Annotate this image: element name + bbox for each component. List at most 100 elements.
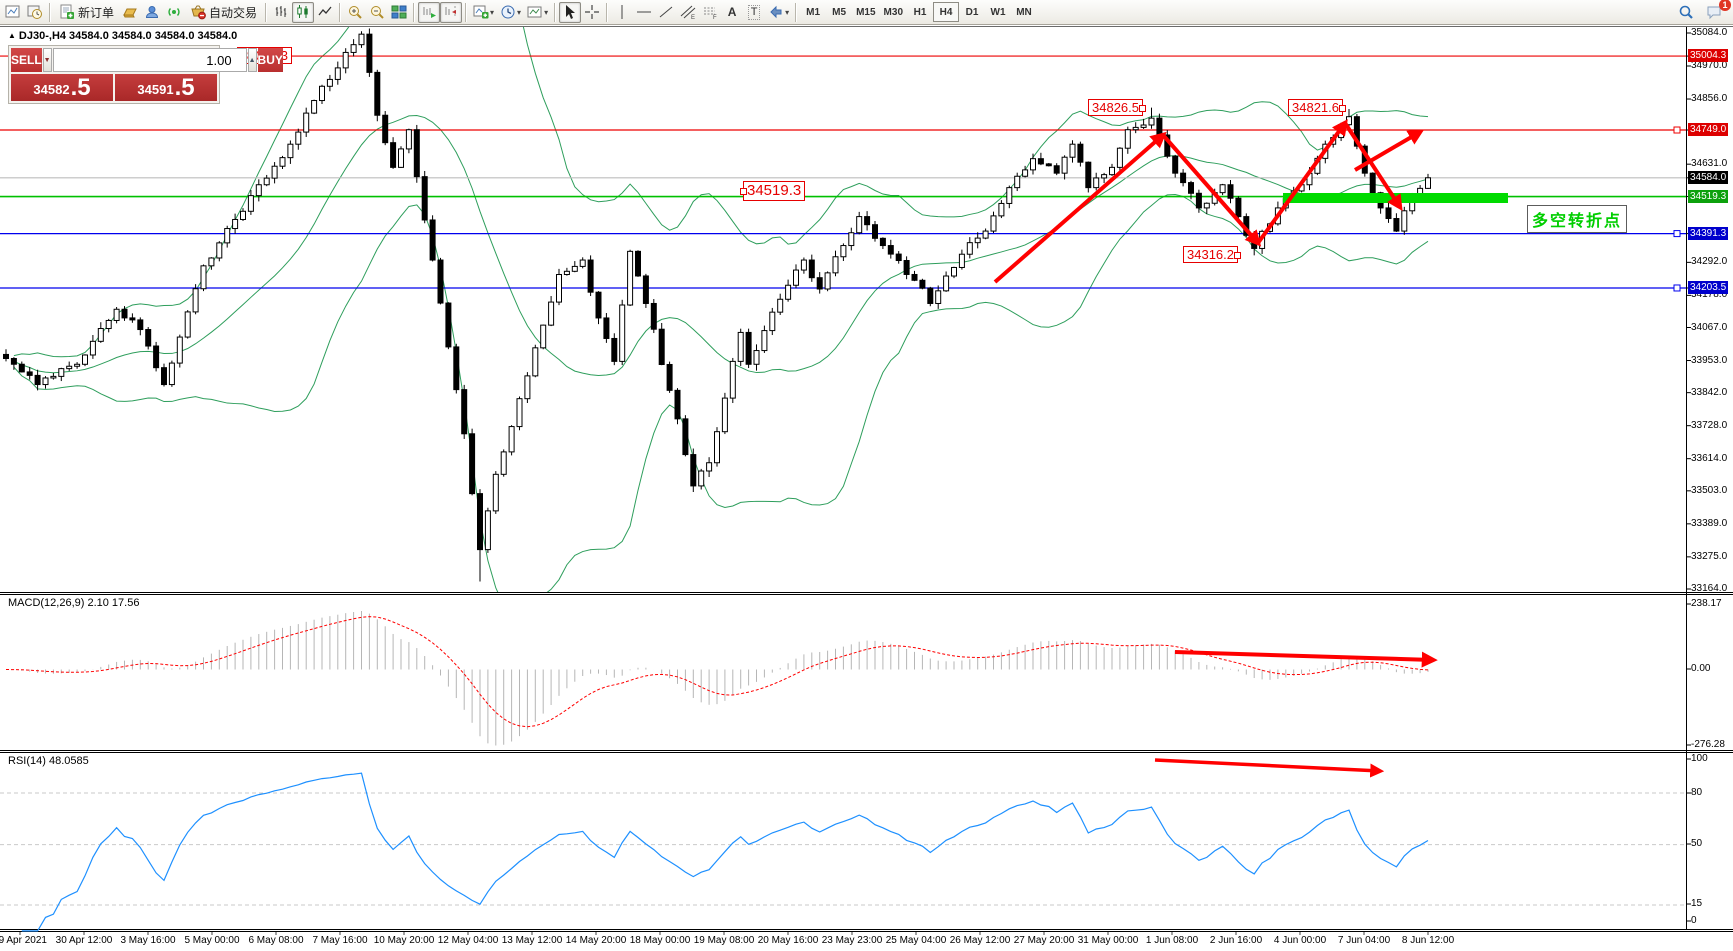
- notifications-button[interactable]: 1: [1703, 0, 1731, 23]
- time-label-13: 23 May 23:00: [821, 935, 883, 946]
- separator: [554, 2, 557, 22]
- time-label-11: 19 May 08:00: [693, 935, 755, 946]
- period-button[interactable]: ▾: [497, 2, 524, 23]
- trend-arrows-layer[interactable]: [993, 119, 1438, 778]
- tab-m1[interactable]: M1: [806, 6, 821, 18]
- search-button[interactable]: [1675, 2, 1697, 23]
- auto-scroll-button[interactable]: [418, 1, 441, 23]
- macd-indicator-label: MACD(12,26,9) 2.10 17.56: [8, 597, 140, 609]
- horizontal-line-button[interactable]: [633, 2, 655, 23]
- time-label-15: 26 May 12:00: [949, 935, 1011, 946]
- zoom-out-button[interactable]: [366, 2, 388, 23]
- rsi-axis-1: 80: [1691, 787, 1703, 798]
- bar-chart-button[interactable]: [270, 2, 292, 23]
- autotrading-label: 自动交易: [209, 5, 258, 20]
- price-tick-34292.0: 34292.0: [1691, 256, 1728, 267]
- strategy-tester-button[interactable]: [24, 2, 46, 23]
- price-badge-34584.0: 34584.0: [1688, 171, 1729, 184]
- channel-button[interactable]: E: [677, 2, 699, 23]
- fibonacci-button[interactable]: F: [699, 2, 721, 23]
- candlestick-chart-button[interactable]: [292, 1, 315, 23]
- volume-decrease-button[interactable]: ▼: [42, 48, 52, 72]
- price-badge-34519.3: 34519.3: [1688, 190, 1729, 203]
- buy-button[interactable]: BUY: [257, 48, 283, 72]
- time-label-18: 1 Jun 08:00: [1145, 935, 1199, 946]
- text-tool-button[interactable]: A: [721, 2, 743, 23]
- chart-shift-button[interactable]: [440, 1, 463, 23]
- expand-triangle-icon: ▲: [8, 31, 16, 40]
- chart-window-button[interactable]: [2, 2, 24, 23]
- clock-icon: [501, 5, 515, 19]
- time-label-10: 18 May 00:00: [629, 935, 691, 946]
- line-chart-button[interactable]: [314, 2, 336, 23]
- tab-m15[interactable]: M15: [856, 6, 876, 18]
- chart-profile-button[interactable]: ▾: [524, 2, 551, 23]
- rsi-indicator-label: RSI(14) 48.0585: [8, 755, 89, 767]
- new-chart-button[interactable]: ▾: [470, 2, 497, 23]
- crosshair-icon: [585, 5, 600, 19]
- zigzag-arrow[interactable]: [1343, 121, 1403, 212]
- price-tick-33728.0: 33728.0: [1691, 420, 1728, 431]
- time-label-6: 10 May 20:00: [373, 935, 435, 946]
- trend-arrow[interactable]: [1154, 758, 1385, 778]
- sell-price-display[interactable]: 34582.5: [11, 74, 113, 101]
- time-label-8: 13 May 12:00: [501, 935, 563, 946]
- equidistant-channel-icon: E: [680, 5, 696, 20]
- autotrading-button[interactable]: 自动交易: [185, 2, 262, 23]
- tab-d1[interactable]: D1: [965, 6, 979, 18]
- chart-price-label-34826.5[interactable]: 34826.5: [1088, 99, 1146, 116]
- hline-handle[interactable]: [1673, 230, 1681, 238]
- hline-handle[interactable]: [1673, 284, 1681, 292]
- zigzag-arrow[interactable]: [1161, 133, 1262, 247]
- new-order-button[interactable]: 新订单: [54, 2, 119, 23]
- tab-m5[interactable]: M5: [832, 6, 847, 18]
- buy-price-display[interactable]: 34591.5: [115, 74, 217, 101]
- tab-mn[interactable]: MN: [1016, 6, 1032, 18]
- chart-price-label-34821.6[interactable]: 34821.6: [1288, 99, 1346, 116]
- signals-icon: [168, 8, 180, 16]
- zigzag-arrow[interactable]: [1256, 119, 1348, 245]
- text-label-button[interactable]: T: [743, 2, 765, 23]
- community-button[interactable]: [141, 2, 163, 23]
- cursor-icon: [566, 5, 576, 19]
- macd-axis-1: 0.00: [1691, 663, 1711, 674]
- tile-windows-button[interactable]: [388, 2, 410, 23]
- trend-arrow[interactable]: [1353, 129, 1425, 172]
- chevron-down-icon: ▾: [517, 7, 522, 17]
- tab-h1[interactable]: H1: [913, 6, 927, 18]
- time-label-22: 8 Jun 12:00: [1401, 935, 1455, 946]
- bollinger-bands-layer: [13, 27, 1429, 592]
- trend-arrow[interactable]: [1174, 650, 1438, 668]
- hline-handle[interactable]: [1673, 126, 1681, 134]
- crosshair-button[interactable]: [581, 2, 603, 23]
- toolbar: 新订单 自动交易: [0, 0, 1733, 25]
- note-text-box[interactable]: 多空转折点: [1527, 205, 1628, 233]
- signals-button[interactable]: [163, 2, 185, 23]
- chevron-down-icon: ▾: [785, 7, 790, 17]
- tab-h4[interactable]: H4: [933, 2, 959, 22]
- chart-price-label-34519.3[interactable]: 34519.3: [740, 181, 806, 201]
- tab-m30[interactable]: M30: [883, 6, 903, 18]
- search-icon: [1679, 5, 1693, 19]
- chart-price-label-34316.2[interactable]: 34316.2: [1183, 246, 1241, 263]
- chart-shift-icon: [445, 6, 457, 18]
- sell-button[interactable]: SELL: [11, 48, 42, 72]
- price-badge-34203.5: 34203.5: [1688, 281, 1729, 294]
- one-click-trading-panel: SELL ▼ ▲ BUY 34582.5 34591.5: [8, 45, 283, 104]
- trendline-button[interactable]: [655, 2, 677, 23]
- price-tick-34067.0: 34067.0: [1691, 322, 1728, 333]
- text-tool-label: A: [727, 5, 737, 19]
- market-button[interactable]: [119, 2, 141, 23]
- vertical-line-button[interactable]: [611, 2, 633, 23]
- volume-increase-button[interactable]: ▲: [247, 48, 257, 72]
- new-chart-icon: [473, 5, 489, 19]
- separator: [465, 2, 468, 22]
- tab-w1[interactable]: W1: [990, 6, 1006, 18]
- cursor-button[interactable]: [559, 1, 582, 23]
- zoom-in-button[interactable]: [344, 2, 366, 23]
- time-label-0: 29 Apr 2021: [0, 935, 47, 946]
- price-tick-33389.0: 33389.0: [1691, 518, 1728, 529]
- volume-input[interactable]: [52, 48, 247, 72]
- shapes-button[interactable]: ▾: [765, 2, 792, 23]
- zigzag-arrow[interactable]: [993, 131, 1167, 284]
